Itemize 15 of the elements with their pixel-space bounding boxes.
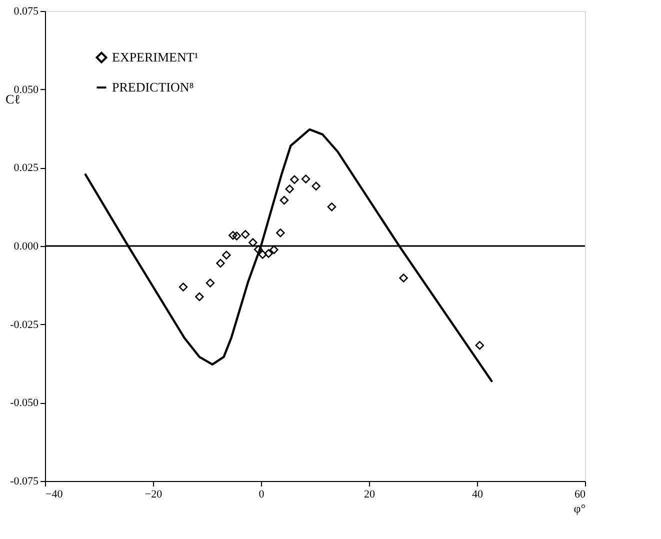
y-tick-label: -0.050 — [10, 397, 39, 410]
y-tick-label: -0.075 — [10, 476, 39, 488]
x-axis-title: φ° — [574, 502, 586, 516]
x-tick-label: 0 — [258, 488, 265, 500]
legend-label: EXPERIMENT¹ — [112, 50, 198, 64]
x-tick-label: −40 — [46, 488, 64, 500]
x-tick-label: 60 — [574, 488, 586, 500]
y-tick-label: 0.075 — [14, 6, 39, 18]
y-tick-label: 0.000 — [14, 240, 39, 252]
y-tick-label: 0.025 — [14, 162, 39, 174]
x-tick-label: −20 — [144, 488, 163, 500]
y-tick-label: -0.025 — [10, 318, 39, 331]
x-tick-label: 40 — [472, 488, 484, 500]
x-tick-label: 20 — [364, 488, 376, 500]
legend-label: PREDICTION⁸ — [112, 80, 194, 94]
